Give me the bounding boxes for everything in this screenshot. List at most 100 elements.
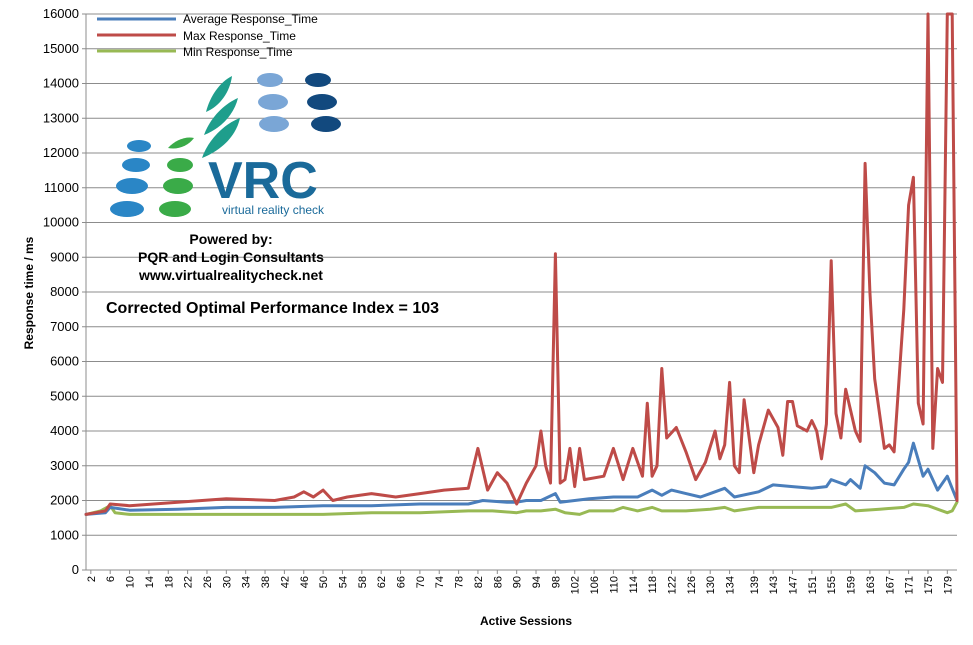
x-tick-label: 26 — [202, 576, 214, 588]
x-tick-label: 94 — [531, 576, 543, 588]
x-tick-label: 130 — [705, 576, 717, 594]
x-tick-label: 58 — [357, 576, 369, 588]
logo-leaf — [206, 76, 232, 112]
x-tick-label: 70 — [415, 576, 427, 588]
logo-dot — [116, 178, 148, 194]
x-tick-label: 106 — [589, 576, 601, 594]
y-tick-label: 15000 — [43, 41, 79, 56]
y-tick-label: 3000 — [50, 458, 79, 473]
x-tick-label: 167 — [884, 576, 896, 594]
series-line-average — [84, 441, 959, 516]
y-tick-label: 8000 — [50, 284, 79, 299]
legend-label-min: Min Response_Time — [183, 45, 293, 59]
y-tick-label: 4000 — [50, 423, 79, 438]
x-tick-label: 30 — [221, 576, 233, 588]
logo-powered-by: Powered by: — [189, 231, 272, 247]
x-tick-label: 159 — [846, 576, 858, 594]
logo-dot — [305, 73, 331, 87]
legend-label-average: Average Response_Time — [183, 12, 318, 26]
x-tick-labels: 2 6 10 14 18 22 26 30 34 38 42 46 50 54 58 62 66 70 74 78 82… — [86, 576, 954, 594]
logo-leaf — [202, 118, 240, 158]
x-tick-label: 34 — [241, 576, 253, 588]
x-tick-label: 118 — [647, 576, 659, 594]
x-tick-label: 98 — [550, 576, 562, 588]
logo-company: PQR and Login Consultants — [138, 249, 324, 265]
series-layer — [84, 12, 959, 516]
y-tick-label: 0 — [72, 562, 79, 577]
y-axis-title: Response time / ms — [22, 236, 36, 349]
x-tick-label: 74 — [434, 576, 446, 588]
x-tick-label: 179 — [942, 576, 954, 594]
x-tick-label: 110 — [608, 576, 620, 594]
logo-dot — [259, 116, 289, 132]
vrc-logo: VRC virtual reality check Powered by: PQ… — [110, 73, 341, 283]
series-line-min — [84, 500, 959, 516]
series-line-max — [84, 12, 959, 516]
y-tick-label: 9000 — [50, 249, 79, 264]
x-tick-label: 18 — [163, 576, 175, 588]
x-tick-label: 134 — [725, 576, 737, 594]
legend: Average Response_Time Max Response_Time … — [97, 12, 318, 59]
x-tick-label: 90 — [512, 576, 524, 588]
x-tick-label: 114 — [628, 576, 640, 594]
y-tick-label: 1000 — [50, 527, 79, 542]
y-tick-label: 5000 — [50, 388, 79, 403]
x-tick-label: 14 — [144, 576, 156, 588]
x-tick-label: 147 — [787, 576, 799, 594]
x-tick-label: 155 — [826, 576, 838, 594]
logo-dot — [110, 201, 144, 217]
logo-dot — [311, 116, 341, 132]
y-tick-label: 14000 — [43, 76, 79, 91]
logo-dot — [122, 158, 150, 172]
logo-leaf — [204, 98, 238, 135]
x-tick-label: 78 — [454, 576, 466, 588]
y-tick-label: 12000 — [43, 145, 79, 160]
x-tick-label: 82 — [473, 576, 485, 588]
logo-dot — [258, 94, 288, 110]
y-tick-label: 7000 — [50, 319, 79, 334]
y-tick-labels: 0 1000 2000 3000 4000 5000 6000 7000 8000 9000 100… — [43, 6, 79, 577]
logo-dot — [167, 158, 193, 172]
x-tick-label: 66 — [396, 576, 408, 588]
legend-label-max: Max Response_Time — [183, 29, 296, 43]
y-tick-label: 2000 — [50, 493, 79, 508]
x-tick-label: 86 — [492, 576, 504, 588]
x-tick-label: 6 — [105, 576, 117, 582]
logo-dot — [257, 73, 283, 87]
x-tick-label: 151 — [807, 576, 819, 594]
y-tick-label: 16000 — [43, 6, 79, 21]
plot-frame — [85, 14, 957, 571]
x-tick-label: 46 — [299, 576, 311, 588]
x-tick-label: 122 — [667, 576, 679, 594]
x-axis-title: Active Sessions — [480, 614, 572, 628]
y-tick-label: 6000 — [50, 354, 79, 369]
y-tick-label: 11000 — [44, 180, 79, 195]
x-tick-label: 10 — [125, 576, 137, 588]
x-tick-label: 171 — [904, 576, 916, 594]
x-tick-label: 62 — [376, 576, 388, 588]
logo-brand: VRC — [208, 152, 318, 210]
logo-dot — [163, 178, 193, 194]
x-tick-label: 143 — [768, 576, 780, 594]
performance-index-annotation: Corrected Optimal Performance Index = 10… — [106, 300, 439, 317]
grid-layer — [82, 13, 957, 574]
logo-leaf — [168, 137, 194, 149]
x-tick-label: 2 — [86, 576, 98, 582]
logo-dot — [127, 140, 151, 152]
logo-dot — [159, 201, 191, 217]
logo-tagline: virtual reality check — [222, 203, 325, 217]
x-tick-label: 22 — [183, 576, 195, 588]
x-tick-label: 50 — [318, 576, 330, 588]
logo-website: www.virtualrealitycheck.net — [138, 267, 323, 283]
y-tick-label: 13000 — [43, 110, 79, 125]
x-tick-label: 38 — [260, 576, 272, 588]
x-tick-label: 175 — [923, 576, 935, 594]
x-tick-label: 126 — [686, 576, 698, 594]
x-tick-label: 54 — [337, 576, 349, 588]
x-tick-label: 42 — [279, 576, 291, 588]
logo-dot — [307, 94, 337, 110]
x-tick-label: 102 — [570, 576, 582, 594]
